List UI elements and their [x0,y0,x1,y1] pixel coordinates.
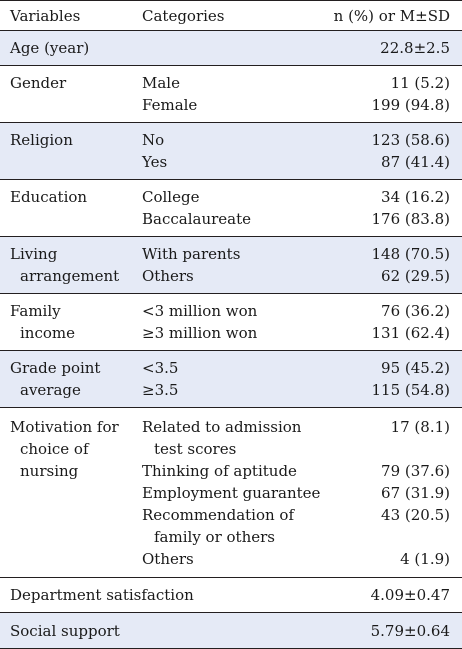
table-row-gender: Gender Male Female 11 (5.2) 199 (94.8) [0,66,462,123]
variable-label-cont: average [20,381,81,399]
variable-label-cont: income [20,324,75,342]
variable-label: Religion [10,131,73,149]
value-cell: 87 (41.4) [381,153,450,171]
variable-label-cont: nursing [20,462,79,480]
table-row-department-satisfaction: Department satisfaction 4.09±0.47 [0,578,462,613]
value-cell: 123 (58.6) [371,131,450,149]
value-cell: 43 (20.5) [381,506,450,524]
value-cell: 17 (8.1) [390,418,450,436]
variable-label: Education [10,188,88,206]
variable-label: Grade point [10,359,101,377]
value-cell: 76 (36.2) [381,302,450,320]
table-row-motivation: Motivation for choice of nursing Related… [0,408,462,578]
value-cell: 148 (70.5) [371,245,450,263]
value-cell: 131 (62.4) [371,324,450,342]
variable-label: Social support [10,622,120,640]
value-cell: 22.8±2.5 [380,39,450,57]
category-cell: No [142,131,165,149]
variable-label-cont: choice of [20,440,89,458]
variable-label: Living [10,245,58,263]
variable-label: Age (year) [10,39,90,57]
header-value: n (%) or M±SD [333,7,450,25]
value-cell: 34 (16.2) [381,188,450,206]
category-cell: Employment guarantee [142,484,321,502]
category-cell-cont: test scores [154,440,237,458]
table-row-religion: Religion No Yes 123 (58.6) 87 (41.4) [0,123,462,180]
value-cell: 95 (45.2) [381,359,450,377]
value-cell: 62 (29.5) [381,267,450,285]
category-cell: College [142,188,200,206]
category-cell: Related to admission [142,418,302,436]
category-cell: Others [142,267,194,285]
category-cell: With parents [142,245,241,263]
variable-label-cont: arrangement [20,267,120,285]
value-cell: 176 (83.8) [371,210,450,228]
category-cell: Recommendation of [142,506,294,524]
value-cell: 4 (1.9) [400,550,450,568]
category-cell: Yes [142,153,168,171]
variable-label: Motivation for [10,418,119,436]
value-cell: 115 (54.8) [371,381,450,399]
variable-label: Department satisfaction [10,586,194,604]
category-cell: ≥3 million won [142,324,258,342]
table-row-living-arrangement: Living arrangement With parents Others 1… [0,237,462,294]
value-cell: 11 (5.2) [390,74,450,92]
header-variables: Variables [10,7,81,25]
table-row-grade-point-average: Grade point average <3.5 ≥3.5 95 (45.2) … [0,351,462,408]
category-cell-cont: family or others [154,528,275,546]
variable-label: Gender [10,74,67,92]
category-cell: ≥3.5 [142,381,179,399]
value-cell: 67 (31.9) [381,484,450,502]
category-cell: Thinking of aptitude [142,462,297,480]
category-cell: Female [142,96,198,114]
category-cell: Male [142,74,180,92]
variable-label: Family [10,302,61,320]
table-row-social-support: Social support 5.79±0.64 [0,613,462,649]
category-cell: <3 million won [142,302,258,320]
table-row-age: Age (year) 22.8±2.5 [0,31,462,66]
table-header-row: Variables Categories n (%) or M±SD [0,0,462,31]
header-categories: Categories [142,7,225,25]
category-cell: <3.5 [142,359,179,377]
value-cell: 199 (94.8) [371,96,450,114]
value-cell: 4.09±0.47 [370,586,450,604]
value-cell: 5.79±0.64 [370,622,450,640]
category-cell: Others [142,550,194,568]
category-cell: Baccalaureate [142,210,252,228]
table-row-family-income: Family income <3 million won ≥3 million … [0,294,462,351]
table-row-education: Education College Baccalaureate 34 (16.2… [0,180,462,237]
value-cell: 79 (37.6) [381,462,450,480]
